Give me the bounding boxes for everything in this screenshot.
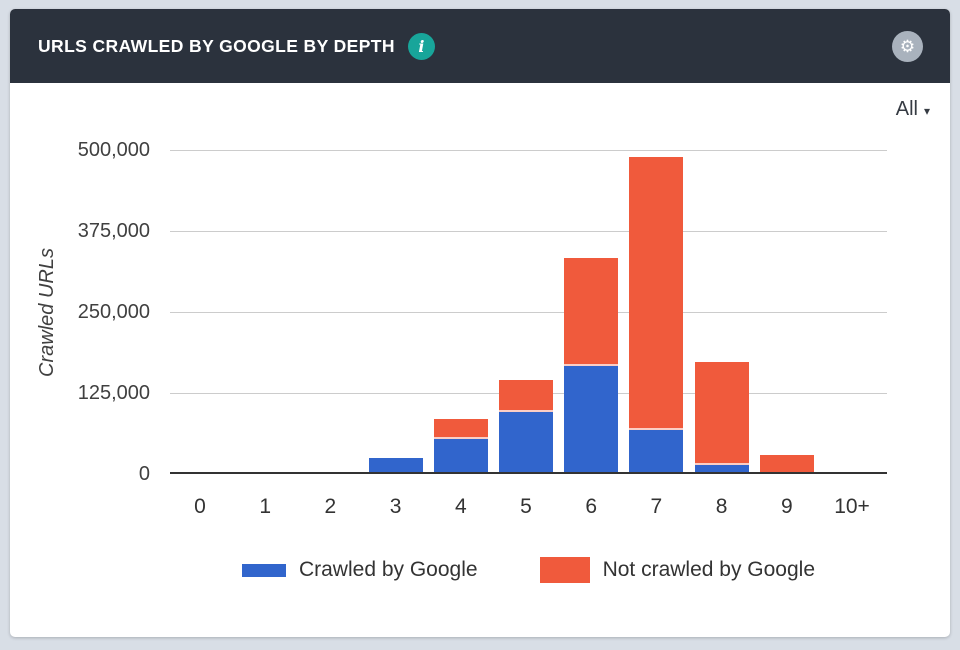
gear-icon: ⚙ [899, 36, 916, 56]
x-tick-label: 5 [520, 495, 532, 518]
filter-dropdown[interactable]: All ▾ [896, 98, 930, 121]
bar-segment-not-crawled[interactable] [759, 455, 814, 472]
x-tick-label: 1 [259, 495, 272, 518]
x-tick-label: 7 [650, 495, 663, 518]
legend-swatch-not-crawled [539, 557, 590, 583]
bar-group-depth-3[interactable] [368, 458, 423, 472]
legend-item-not-crawled: Not crawled by Google [539, 557, 816, 583]
chevron-down-icon: ▾ [923, 104, 930, 118]
bar-group-depth-7[interactable] [629, 157, 684, 472]
widget-header: URLS CRAWLED BY GOOGLE BY DEPTH i ⚙ [10, 9, 950, 83]
x-tick-label: 0 [194, 495, 206, 518]
info-icon[interactable]: i [407, 32, 435, 60]
bar-group-depth-9[interactable] [759, 455, 814, 472]
widget-card: URLS CRAWLED BY GOOGLE BY DEPTH i ⚙ All … [10, 9, 950, 637]
info-icon-glyph: i [418, 36, 425, 56]
legend-item-crawled: Crawled by Google [241, 558, 478, 582]
y-tick-label: 500,000 [77, 139, 150, 161]
filter-dropdown-label: All [895, 98, 918, 120]
bar-segment-crawled[interactable] [368, 458, 423, 472]
y-tick-label: 250,000 [77, 301, 150, 323]
chart-legend: Crawled by Google Not crawled by Google [170, 554, 887, 586]
bar-segment-not-crawled[interactable] [564, 257, 619, 366]
widget-title: URLS CRAWLED BY GOOGLE BY DEPTH [38, 35, 395, 56]
x-axis-labels: 0 1 2 3 4 5 6 7 8 9 10+ [170, 495, 887, 523]
bar-group-depth-8[interactable] [694, 361, 749, 472]
x-tick-label: 9 [780, 495, 793, 518]
x-axis-line [170, 472, 887, 474]
x-tick-label: 10+ [834, 495, 870, 518]
bar-segment-not-crawled[interactable] [629, 157, 684, 430]
bar-segment-not-crawled[interactable] [433, 418, 488, 439]
gridline [170, 311, 887, 313]
gridline [170, 149, 887, 151]
x-tick-label: 8 [715, 495, 728, 518]
bar-segment-not-crawled[interactable] [499, 380, 553, 413]
bar-group-depth-6[interactable] [564, 257, 619, 472]
bar-group-depth-4[interactable] [433, 418, 488, 472]
legend-label-not-crawled: Not crawled by Google [602, 558, 816, 581]
x-tick-label: 4 [454, 495, 467, 518]
x-tick-label: 3 [389, 495, 402, 518]
bar-segment-crawled[interactable] [564, 365, 619, 472]
legend-swatch-crawled [241, 563, 286, 577]
y-axis-labels: 0 125,000 250,000 375,000 500,000 [10, 139, 160, 485]
bar-segment-crawled[interactable] [694, 464, 749, 472]
bar-segment-crawled[interactable] [499, 412, 553, 472]
x-tick-label: 2 [324, 495, 337, 518]
gear-button[interactable]: ⚙ [892, 30, 923, 62]
plot-area [170, 149, 887, 474]
legend-label-crawled: Crawled by Google [298, 558, 478, 581]
bar-segment-crawled[interactable] [629, 429, 684, 472]
bar-segment-crawled[interactable] [433, 438, 488, 472]
bar-group-depth-5[interactable] [499, 380, 553, 472]
bar-segment-not-crawled[interactable] [694, 361, 749, 465]
x-tick-label: 6 [585, 495, 598, 518]
gridline [170, 230, 887, 232]
y-tick-label: 125,000 [77, 382, 150, 404]
y-tick-label: 375,000 [77, 220, 150, 242]
y-tick-label: 0 [138, 463, 150, 485]
